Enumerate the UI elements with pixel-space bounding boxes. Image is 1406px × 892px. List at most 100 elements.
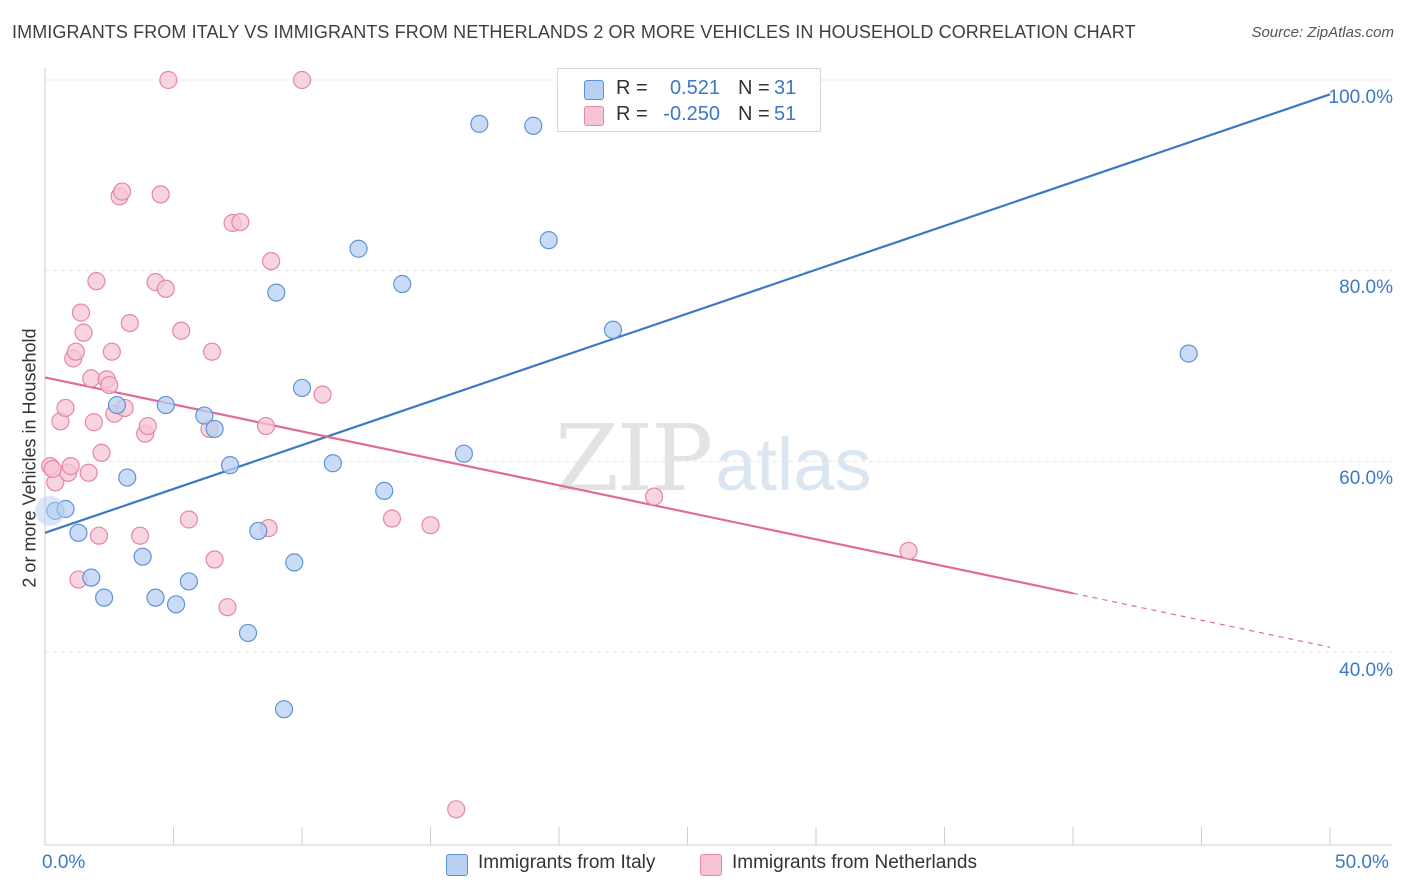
point-italy-8 bbox=[146, 588, 165, 607]
point-netherlands-7 bbox=[66, 342, 85, 361]
point-netherlands-48 bbox=[644, 487, 664, 506]
legend-swatch-italy bbox=[446, 854, 468, 876]
point-italy-21 bbox=[323, 454, 342, 473]
series-legend: Immigrants from Italy Immigrants from Ne… bbox=[0, 852, 1406, 878]
point-italy-14 bbox=[220, 456, 240, 475]
point-netherlands-31 bbox=[159, 70, 178, 90]
legend-n-label: N = bbox=[738, 103, 770, 125]
point-italy-15 bbox=[238, 623, 258, 643]
trend-line-italy bbox=[44, 93, 1331, 534]
point-netherlands-41 bbox=[256, 416, 276, 436]
legend-n-label: N = bbox=[738, 77, 770, 99]
point-italy-22 bbox=[349, 239, 368, 258]
trend-line-netherlands bbox=[44, 376, 1074, 595]
point-italy-12 bbox=[195, 406, 214, 425]
legend-swatch-netherlands bbox=[584, 106, 604, 126]
legend-n-value-italy: 31 bbox=[774, 77, 797, 99]
point-italy-17 bbox=[267, 283, 286, 302]
point-italy-11 bbox=[179, 572, 199, 591]
point-italy-19 bbox=[285, 553, 304, 572]
legend-r-value-italy: 0.521 bbox=[669, 77, 720, 99]
point-italy-16 bbox=[249, 521, 268, 541]
point-netherlands-14 bbox=[87, 272, 106, 291]
point-netherlands-10 bbox=[74, 323, 93, 342]
point-italy-5 bbox=[107, 395, 127, 415]
point-netherlands-3 bbox=[56, 398, 75, 418]
legend-r-label: R = bbox=[616, 77, 648, 99]
point-netherlands-15 bbox=[89, 526, 109, 545]
legend-r-label: R = bbox=[616, 103, 648, 125]
point-italy-7 bbox=[133, 547, 152, 566]
point-netherlands-13 bbox=[84, 413, 103, 432]
y-tick-label-60: 60.0% bbox=[1339, 468, 1393, 489]
legend-row-netherlands: R = -0.250 N = 51 bbox=[558, 103, 820, 127]
point-netherlands-37 bbox=[218, 598, 237, 617]
legend-label-netherlands: Immigrants from Netherlands bbox=[732, 852, 977, 873]
watermark-zip: ZIP bbox=[555, 405, 713, 512]
x-tick-label-left: 0.0% bbox=[42, 852, 86, 873]
point-netherlands-36 bbox=[205, 550, 224, 569]
point-netherlands-46 bbox=[421, 516, 440, 535]
legend-r-value-netherlands: -0.250 bbox=[663, 103, 720, 125]
trend-lines bbox=[44, 93, 1331, 648]
point-netherlands-40 bbox=[262, 252, 281, 271]
point-netherlands-5 bbox=[61, 457, 80, 476]
point-netherlands-39 bbox=[231, 212, 250, 232]
point-netherlands-49 bbox=[899, 541, 918, 561]
point-netherlands-47 bbox=[447, 800, 466, 819]
watermark: ZIPatlas bbox=[555, 405, 871, 512]
correlation-legend: R = 0.521 N = 31 R = -0.250 N = 51 bbox=[557, 68, 821, 132]
point-italy-30 bbox=[1179, 344, 1198, 363]
source-label: Source: ZipAtlas.com bbox=[1251, 24, 1394, 41]
axes bbox=[44, 68, 1392, 846]
point-netherlands-27 bbox=[138, 416, 157, 436]
point-netherlands-11 bbox=[79, 463, 98, 482]
point-netherlands-25 bbox=[130, 526, 150, 545]
point-netherlands-43 bbox=[292, 70, 312, 90]
legend-swatch-netherlands bbox=[700, 854, 722, 876]
point-netherlands-35 bbox=[202, 342, 222, 361]
point-italy-13 bbox=[205, 419, 224, 439]
grid-lines bbox=[45, 79, 1392, 653]
point-netherlands-22 bbox=[112, 182, 132, 201]
legend-swatch-italy bbox=[584, 80, 604, 100]
y-tick-label-80: 80.0% bbox=[1339, 277, 1393, 298]
point-netherlands-33 bbox=[179, 510, 199, 529]
point-italy-26 bbox=[470, 114, 489, 133]
point-netherlands-9 bbox=[71, 303, 91, 322]
point-italy-2 bbox=[69, 523, 88, 542]
point-cluster-bubble bbox=[35, 495, 66, 526]
point-netherlands-29 bbox=[151, 185, 170, 204]
point-netherlands-44 bbox=[313, 385, 332, 404]
point-netherlands-12 bbox=[82, 369, 101, 388]
y-axis-title: 2 or more Vehicles in Household bbox=[19, 328, 40, 588]
point-italy-9 bbox=[156, 395, 175, 415]
point-netherlands-50 bbox=[43, 459, 62, 479]
data-points bbox=[35, 70, 1198, 819]
legend-n-value-netherlands: 51 bbox=[774, 103, 797, 125]
point-italy-23 bbox=[375, 481, 394, 500]
point-italy-10 bbox=[166, 595, 186, 614]
y-tick-label-40: 40.0% bbox=[1339, 660, 1393, 681]
x-tick-label-right: 50.0% bbox=[1335, 852, 1389, 873]
point-netherlands-18 bbox=[100, 375, 119, 395]
point-italy-4 bbox=[95, 588, 114, 607]
legend-label-italy: Immigrants from Italy bbox=[478, 852, 656, 873]
watermark-atlas: atlas bbox=[715, 423, 872, 506]
point-italy-25 bbox=[454, 444, 474, 463]
y-tick-label-100: 100.0% bbox=[1328, 87, 1393, 108]
point-netherlands-19 bbox=[102, 342, 121, 361]
point-italy-3 bbox=[82, 568, 101, 587]
point-italy-29 bbox=[603, 320, 623, 339]
chart-title: IMMIGRANTS FROM ITALY VS IMMIGRANTS FROM… bbox=[12, 22, 1136, 42]
point-netherlands-30 bbox=[156, 279, 175, 298]
point-netherlands-45 bbox=[382, 509, 402, 528]
point-netherlands-16 bbox=[92, 443, 111, 462]
point-netherlands-24 bbox=[120, 314, 139, 333]
point-italy-28 bbox=[539, 231, 558, 250]
legend-row-italy: R = 0.521 N = 31 bbox=[558, 77, 820, 101]
point-italy-24 bbox=[393, 274, 412, 294]
trend-line-extension-netherlands bbox=[1072, 592, 1331, 648]
point-italy-27 bbox=[524, 116, 543, 135]
